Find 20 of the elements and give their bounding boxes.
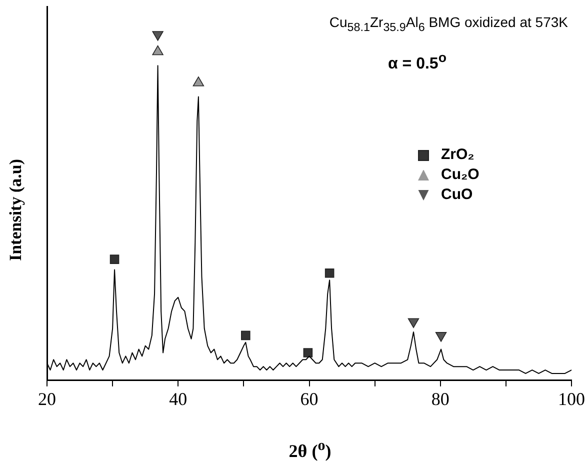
point — [152, 45, 164, 56]
x-tick-label: 80 — [431, 388, 450, 409]
x-tick-label: 40 — [169, 388, 188, 409]
legend-label: CuO — [441, 186, 473, 203]
point — [324, 268, 334, 278]
y-axis-title: Intensity (a.u) — [6, 158, 26, 262]
legend-label: ZrO₂ — [441, 146, 474, 163]
x-tick-label: 100 — [558, 388, 585, 409]
legend-label: Cu₂O — [441, 166, 480, 183]
point — [435, 332, 447, 342]
x-tick-label: 60 — [300, 388, 318, 409]
point — [110, 254, 120, 264]
x-tick-label: 20 — [38, 388, 56, 409]
point — [303, 348, 313, 358]
point — [241, 330, 250, 340]
point — [192, 76, 204, 86]
point — [408, 318, 420, 328]
text: Cu$_{58.1}$Zr$_{35.9}$Al$_{6}$ BMG oxidized at 573K — [329, 14, 568, 34]
x-axis-title: 2θ ($^{o}$) — [288, 438, 332, 462]
annotation: α = 0.5$^{o}$ — [388, 50, 446, 74]
